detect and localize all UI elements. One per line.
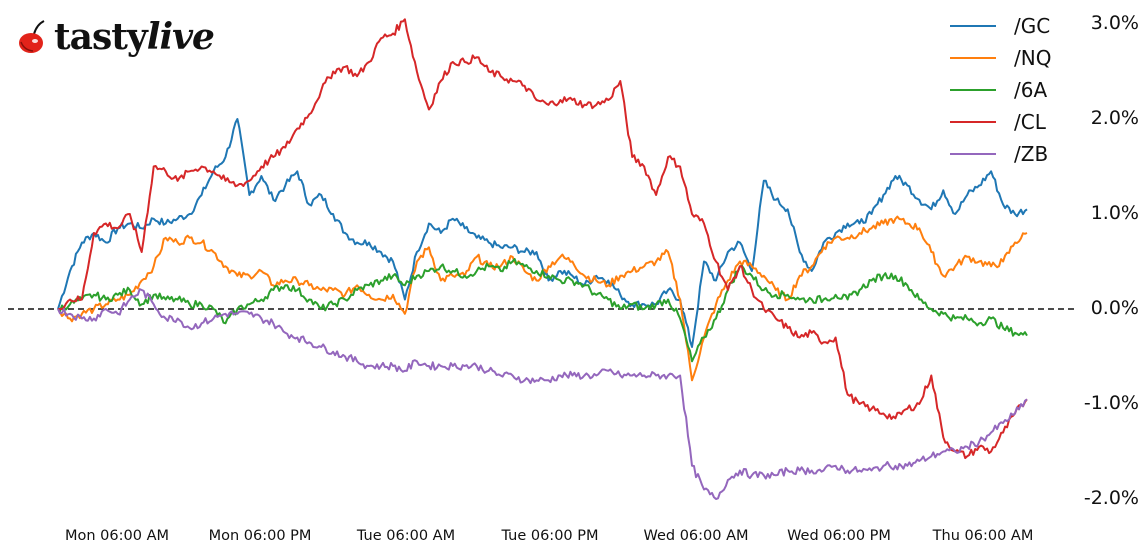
x-tick-label: Mon 06:00 PM [208, 528, 312, 544]
legend-item-gc: /GC [950, 10, 1051, 42]
legend-item-zb: /ZB [950, 138, 1051, 170]
y-tick-label: 2.0% [1090, 107, 1139, 129]
series-line-gc [57, 118, 1028, 348]
cherry-icon [19, 20, 45, 53]
x-tick-label: Thu 06:00 AM [932, 528, 1034, 544]
x-tick-label: Tue 06:00 PM [501, 528, 599, 544]
legend-swatch [950, 88, 996, 92]
legend-item-cl: /CL [950, 106, 1051, 138]
series-line-cl [57, 18, 1028, 460]
logo-wordmark: tastylive [54, 16, 215, 58]
series-line-zb [57, 288, 1028, 500]
y-tick-label: -1.0% [1083, 392, 1139, 414]
chart-legend: /GC /NQ /6A /CL /ZB [950, 10, 1051, 170]
x-tick-label: Wed 06:00 PM [787, 528, 891, 544]
legend-swatch [950, 120, 996, 124]
legend-item-6a: /6A [950, 74, 1051, 106]
legend-label: /ZB [1014, 142, 1049, 166]
legend-label: /NQ [1014, 46, 1052, 70]
legend-label: /GC [1014, 14, 1051, 38]
series-lines [57, 18, 1028, 500]
legend-swatch [950, 56, 996, 60]
y-tick-label: 1.0% [1090, 202, 1139, 224]
legend-swatch [950, 24, 996, 28]
legend-label: /6A [1014, 78, 1048, 102]
tastylive-logo: tastylive [16, 12, 215, 62]
legend-label: /CL [1014, 110, 1046, 134]
series-line-nq [57, 215, 1028, 382]
x-tick-label: Mon 06:00 AM [64, 528, 170, 544]
logo-tasty: tasty [54, 16, 148, 58]
x-tick-label: Tue 06:00 AM [356, 528, 456, 544]
legend-swatch [950, 152, 996, 156]
x-tick-label: Wed 06:00 AM [643, 528, 749, 544]
series-line-6a [57, 257, 1028, 363]
y-tick-label: 0.0% [1090, 297, 1139, 319]
y-tick-label: 3.0% [1090, 12, 1139, 34]
legend-item-nq: /NQ [950, 42, 1051, 74]
logo-live: live [146, 16, 215, 58]
y-tick-label: -2.0% [1083, 487, 1139, 509]
